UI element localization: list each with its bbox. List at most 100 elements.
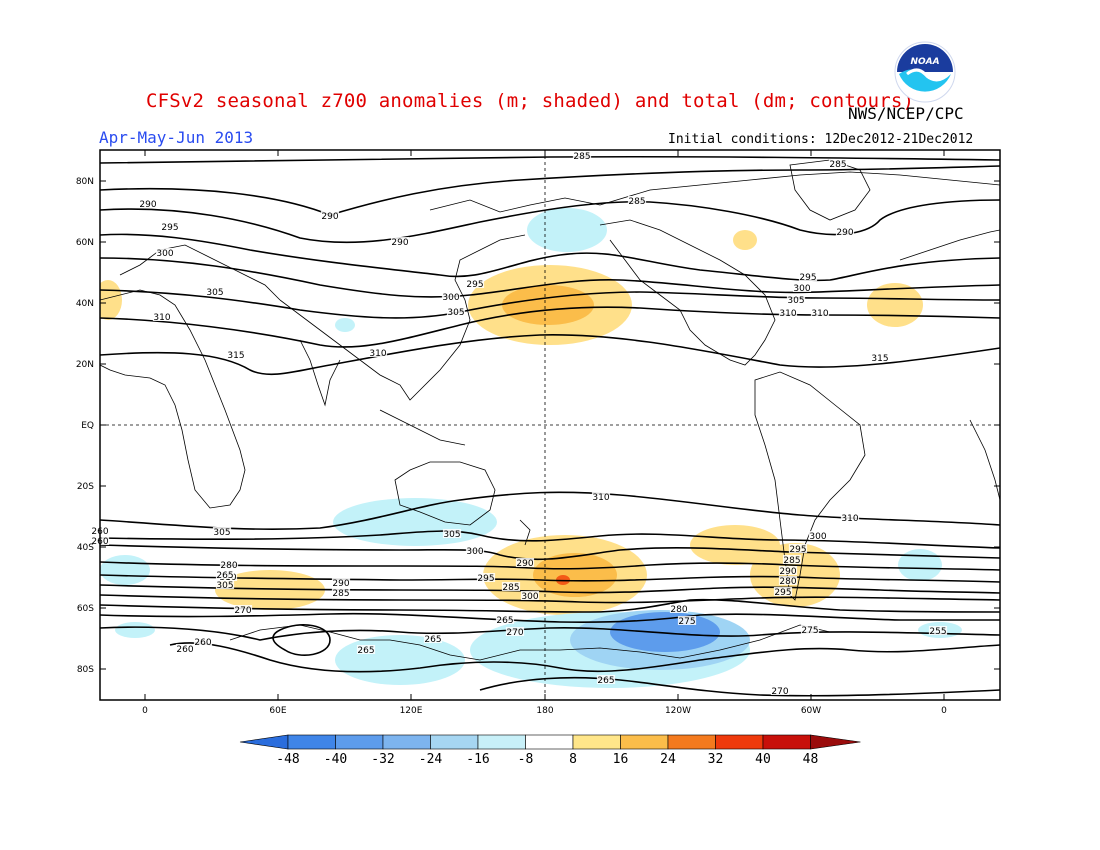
- contour-310-s: [100, 491, 1000, 530]
- contour-label: 290: [391, 238, 408, 248]
- contour-label: 290: [779, 567, 796, 577]
- contour-label-bg: [770, 686, 790, 695]
- lon-label-180: 180: [536, 706, 553, 716]
- contour-label-bg: [810, 308, 830, 317]
- initial-conditions: Initial conditions: 12Dec2012-21Dec2012: [668, 132, 974, 147]
- contour-label: 295: [466, 280, 483, 290]
- height-contours: [100, 155, 1000, 697]
- contour-290-s: [100, 574, 1000, 583]
- lat-label-eq: EQ: [81, 421, 94, 431]
- contour-label: 290: [321, 212, 338, 222]
- contour-label-bg: [465, 279, 485, 288]
- anomaly-negative-weddell: [115, 622, 155, 638]
- contour-label: 310: [811, 309, 828, 319]
- contour-label: 310: [592, 493, 609, 503]
- contour-label: 290: [516, 559, 533, 569]
- colorbar-tick-label: -24: [419, 752, 443, 767]
- contour-label: 265: [597, 676, 614, 686]
- chart-title: CFSv2 seasonal z700 anomalies (m; shaded…: [146, 90, 915, 112]
- contour-label-bg: [138, 199, 158, 208]
- coast-asia: [279, 234, 526, 401]
- contour-label-bg: [155, 248, 175, 257]
- contour-label-bg: [368, 348, 388, 357]
- contour-label: 255: [929, 627, 946, 637]
- contour-label: 295: [799, 273, 816, 283]
- contour-label-bg: [390, 237, 410, 246]
- contour-label: 310: [779, 309, 796, 319]
- contour-label: 260: [194, 638, 211, 648]
- lon-label-60w: 60W: [801, 706, 821, 716]
- coast-europe-north: [899, 229, 1000, 261]
- contour-label-layer: 2852852902902902852953002903052953003053…: [90, 151, 948, 697]
- contour-label: 290: [139, 200, 156, 210]
- lon-label-120e: 120E: [400, 706, 423, 716]
- contour-label-bg: [441, 292, 461, 301]
- contour-label: 300: [156, 249, 173, 259]
- lat-label-40s: 40S: [77, 543, 94, 553]
- anomaly-positive-spacific-core: [533, 553, 617, 597]
- contour-label-bg: [591, 492, 611, 501]
- contour-295-s: [100, 561, 1000, 571]
- contour-label-bg: [193, 637, 213, 646]
- colorbar-segment: [335, 734, 384, 750]
- contour-label-bg: [320, 211, 340, 220]
- contour-label: 280: [220, 561, 237, 571]
- contour-255-antarctic: [479, 676, 1000, 697]
- contour-label: 295: [789, 545, 806, 555]
- contour-label-bg: [520, 591, 540, 600]
- colorbar-tick-label: -40: [324, 752, 347, 767]
- contour-label: 285: [573, 152, 590, 162]
- contour-300-n: [100, 257, 1000, 298]
- contour-label-bg: [175, 644, 195, 653]
- contour-label-bg: [596, 675, 616, 684]
- contour-285-s: [100, 584, 1000, 594]
- colorbar-segment: [667, 734, 716, 750]
- lat-label-40n: 40N: [76, 299, 94, 309]
- anomaly-positive-hudson: [733, 230, 757, 250]
- contour-label: 300: [793, 284, 810, 294]
- contour-285-n2: [100, 165, 1000, 216]
- contour-label: 300: [521, 592, 538, 602]
- contour-label: 305: [443, 530, 460, 540]
- lon-label-0: 0: [142, 706, 148, 716]
- contour-label: 315: [227, 351, 244, 361]
- contour-label: 300: [466, 547, 483, 557]
- anomaly-positive-chile: [690, 525, 780, 565]
- contour-label-bg: [219, 560, 239, 569]
- contour-label: 275: [801, 626, 818, 636]
- contour-label-bg: [778, 576, 798, 585]
- colorbar-segment: [715, 734, 764, 750]
- colorbar-segment: [287, 734, 336, 750]
- contour-label: 295: [161, 223, 178, 233]
- contour-label-bg: [800, 625, 820, 634]
- contour-label: 305: [213, 528, 230, 538]
- colorbar: -48 -40 -32 -24 -16 -8 8 16 24 32 40 48: [239, 734, 861, 767]
- contour-label-bg: [778, 308, 798, 317]
- colorbar-tick-label: -8: [518, 752, 534, 767]
- contour-label-bg: [495, 615, 515, 624]
- lon-label-60e: 60E: [269, 706, 286, 716]
- contour-label: 295: [477, 574, 494, 584]
- contour-label-bg: [792, 283, 812, 292]
- contour-label-bg: [870, 353, 890, 362]
- contour-label-bg: [152, 312, 172, 321]
- colorbar-tick-label: -32: [371, 752, 394, 767]
- colorbar-arrow-left: [239, 734, 289, 750]
- contour-label-bg: [788, 544, 808, 553]
- contour-label-bg: [233, 605, 253, 614]
- contour-label: 305: [206, 288, 223, 298]
- coast-africa-east: [969, 419, 1000, 501]
- contour-275-s: [100, 598, 1000, 613]
- anomaly-negative-tibet: [335, 318, 355, 332]
- contour-label-bg: [501, 582, 521, 591]
- contour-label: 265: [216, 571, 233, 581]
- contour-290-n: [100, 199, 1000, 244]
- contour-label-bg: [212, 527, 232, 536]
- contour-285-n: [100, 155, 1000, 164]
- contour-label: 270: [771, 687, 788, 697]
- contour-loop-antarctica: [272, 624, 331, 656]
- contour-label-bg: [572, 151, 592, 160]
- contour-label-bg: [442, 529, 462, 538]
- contour-label: 265: [496, 616, 513, 626]
